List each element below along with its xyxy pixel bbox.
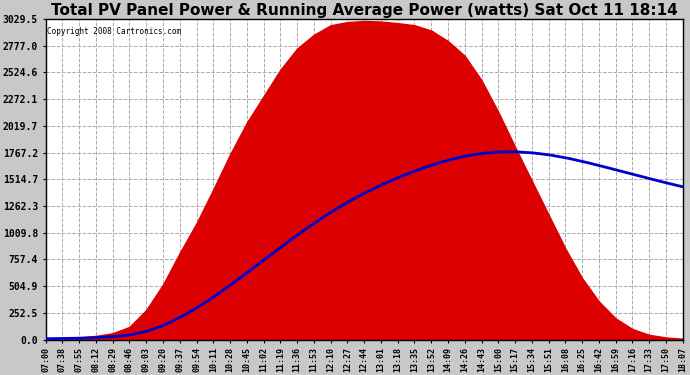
Text: Copyright 2008 Cartronics.com: Copyright 2008 Cartronics.com bbox=[47, 27, 181, 36]
Title: Total PV Panel Power & Running Average Power (watts) Sat Oct 11 18:14: Total PV Panel Power & Running Average P… bbox=[51, 3, 678, 18]
